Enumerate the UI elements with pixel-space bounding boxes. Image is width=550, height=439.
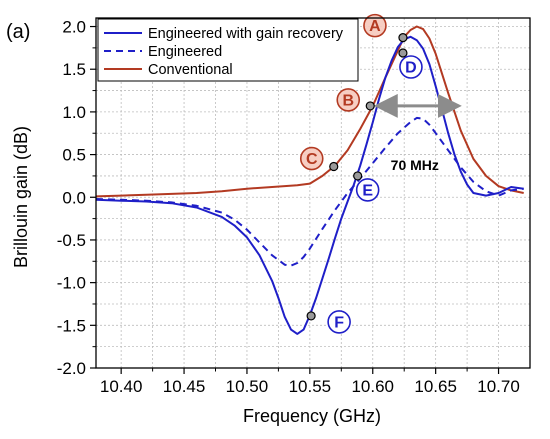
x-tick-label: 10.50 (226, 377, 269, 396)
legend-entry: Engineered with gain recovery (148, 26, 344, 42)
x-axis-title: Frequency (GHz) (243, 406, 381, 426)
marker-dot-c (329, 161, 339, 172)
y-tick-label: 0.0 (62, 188, 86, 207)
y-tick-label: -2.0 (57, 359, 86, 378)
marker-badge-c (299, 146, 324, 171)
marker-badge-e (355, 178, 380, 202)
marker-badge-d (399, 55, 423, 79)
marker-dot-e (353, 171, 363, 181)
y-tick-label: 1.0 (62, 103, 86, 122)
markers: A B C D E F (299, 13, 423, 334)
marker-letter-e: E (362, 182, 373, 199)
x-tick-label: 10.60 (351, 377, 394, 396)
panel-label: (a) (6, 21, 30, 43)
marker-badge-a (363, 13, 387, 38)
y-tick-label: 1.5 (62, 60, 86, 79)
x-tick-label: 10.55 (289, 377, 332, 396)
marker-dot-b (365, 101, 375, 111)
marker-letter-d: D (405, 60, 417, 77)
marker-dot-d (398, 48, 408, 58)
marker-badge-b (336, 88, 361, 112)
legend-entry: Conventional (148, 62, 233, 78)
marker-dot-f (306, 311, 316, 321)
y-tick-label: -1.0 (57, 274, 86, 293)
y-tick-label: -0.5 (57, 231, 86, 250)
x-tick-label: 10.45 (163, 377, 206, 396)
y-tick-label: -1.5 (57, 316, 86, 335)
axis-ticks: 10.40 10.45 10.50 10.55 10.60 10.65 10.70 -2.0 -… (57, 18, 520, 396)
series-engineered (95, 116, 524, 267)
y-tick-label: 2.0 (62, 18, 86, 37)
y-axis-title: Brillouin gain (dB) (11, 126, 31, 268)
bandwidth-label: 70 MHz (391, 157, 439, 173)
series-conventional (95, 25, 524, 198)
marker-letter-f: F (334, 314, 344, 331)
marker-letter-c: C (306, 151, 318, 168)
x-tick-label: 10.65 (414, 377, 457, 396)
marker-letter-b: B (342, 92, 354, 109)
x-tick-label: 10.70 (477, 377, 520, 396)
plot-frame (95, 17, 531, 369)
x-tick-label: 10.40 (100, 377, 143, 396)
y-tick-label: 0.5 (62, 146, 86, 165)
annotations: 70 MHz (373, 93, 462, 173)
marker-badge-f (327, 310, 351, 334)
legend: Engineered with gain recovery Engineered C… (97, 18, 359, 82)
legend-entry: Engineered (148, 44, 222, 60)
marker-dot-a (398, 33, 408, 43)
marker-letter-a: A (369, 18, 381, 35)
